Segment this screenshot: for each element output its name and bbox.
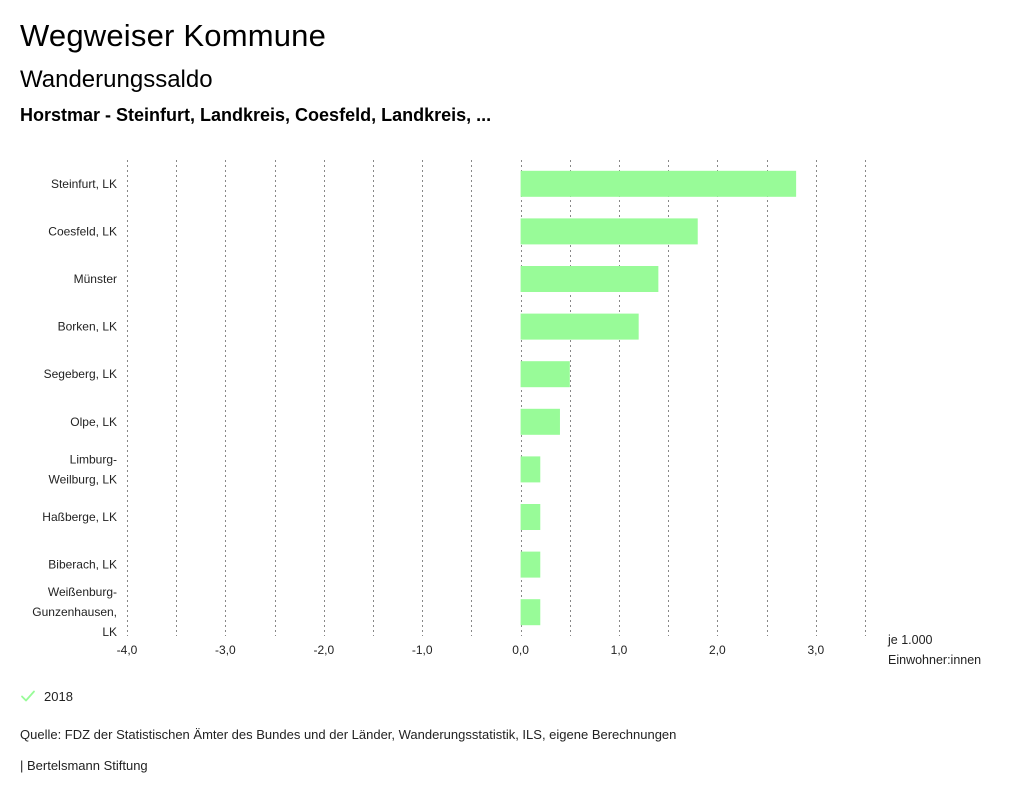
unit-label-line-2: Einwohner:innen	[888, 653, 982, 667]
bars	[520, 170, 797, 626]
unit-label: je 1.000 Einwohner:innen	[888, 630, 981, 670]
category-labels: Steinfurt, LK Coesfeld, LK Münster Borken, …	[32, 177, 117, 639]
category-label-1: Coesfeld, LK	[48, 224, 117, 238]
bar-chart: Steinfurt, LK Coesfeld, LK Münster Borken, …	[32, 160, 866, 657]
grid-lines	[127, 160, 866, 636]
x-tick-label-4: 0,0	[512, 643, 529, 657]
x-tick-label-0: -4,0	[117, 643, 138, 657]
x-tick-label-3: -1,0	[412, 643, 433, 657]
checkmark-icon[interactable]	[20, 688, 36, 704]
category-label-4: Segeberg, LK	[44, 367, 117, 381]
legend-label: 2018	[44, 688, 73, 704]
chart-subtitle: Wanderungssaldo	[20, 66, 213, 93]
legend[interactable]: 2018	[20, 688, 73, 704]
x-tick-label-2: -2,0	[313, 643, 334, 657]
unit-label-line-1: je 1.000	[888, 633, 933, 647]
chart-title: Wegweiser Kommune	[20, 18, 327, 53]
bar-9	[520, 599, 541, 626]
x-tick-label-5: 1,0	[611, 643, 628, 657]
category-label-3: Borken, LK	[58, 320, 117, 334]
category-label-8: Biberach, LK	[48, 558, 117, 572]
bar-7	[520, 504, 541, 530]
category-label-2: Münster	[74, 272, 117, 286]
bar-4	[520, 361, 570, 388]
x-tick-label-1: -3,0	[215, 643, 236, 657]
bar-1	[520, 218, 698, 245]
bar-0	[520, 170, 797, 197]
x-tick-label-7: 3,0	[807, 643, 824, 657]
category-label-7: Haßberge, LK	[42, 510, 117, 524]
region-label: Horstmar - Steinfurt, Landkreis, Coesfel…	[20, 105, 492, 125]
bar-3	[520, 313, 639, 340]
category-label-0: Steinfurt, LK	[51, 177, 117, 191]
bar-6	[520, 456, 541, 483]
x-tick-label-6: 2,0	[709, 643, 726, 657]
bar-8	[520, 551, 541, 578]
bar-2	[520, 266, 659, 292]
category-label-9: Weißenburg-Gunzenhausen, LK	[32, 585, 117, 639]
publisher-note: | Bertelsmann Stiftung	[20, 758, 148, 773]
x-tick-labels: -4,0 -3,0 -2,0 -1,0 0,0 1,0 2,0 3,0	[117, 643, 825, 657]
category-label-6: Limburg-Weilburg, LK	[49, 452, 117, 486]
category-label-5: Olpe, LK	[70, 415, 117, 429]
bar-5	[520, 408, 560, 435]
source-note: Quelle: FDZ der Statistischen Ämter des …	[20, 727, 677, 742]
